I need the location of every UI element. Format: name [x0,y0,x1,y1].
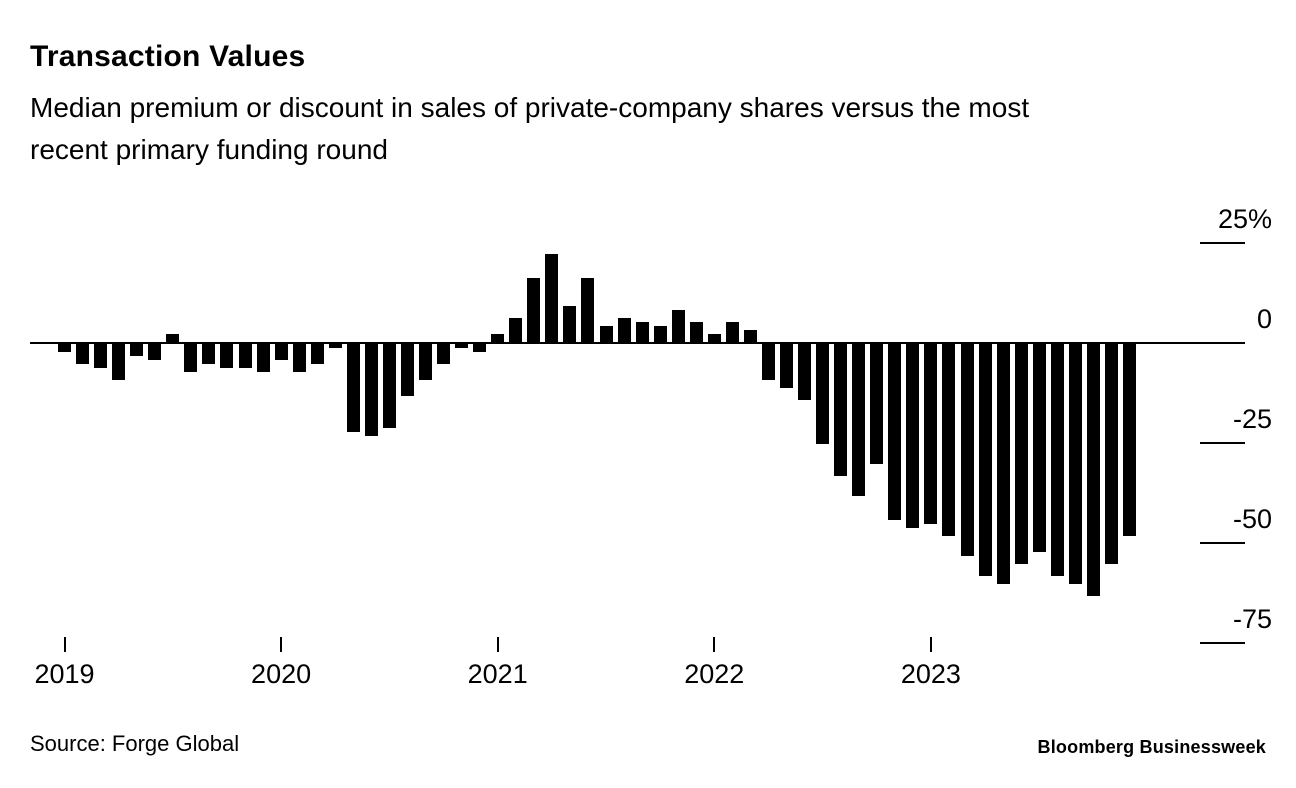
x-tick [280,637,283,652]
bar [292,344,306,372]
bar [563,306,577,342]
bar [473,344,487,352]
y-tick [1200,542,1245,544]
bar [816,344,830,444]
y-tick-label: -50 [1232,504,1272,534]
bar [942,344,956,536]
x-tick-label: 2023 [900,659,961,689]
bar [653,326,667,342]
x-tick-label: 2019 [34,659,95,689]
bar [599,326,613,342]
chart-subtitle: Median premium or discount in sales of p… [30,92,1030,165]
brand-credit: Bloomberg Businessweek [1037,737,1266,757]
chart-title: Transaction Values [30,40,306,73]
bar [1068,344,1082,584]
bar [707,334,721,342]
bar [798,344,812,400]
bar [689,322,703,342]
y-tick-label: 0 [1256,304,1272,334]
bar [238,344,252,368]
y-tick-label: 25% [1217,204,1272,234]
bar [545,254,559,342]
bar [617,318,631,342]
bar [834,344,848,476]
bar [112,344,126,380]
y-tick [1200,442,1245,444]
bar [1050,344,1064,576]
bar [725,322,739,342]
x-tick [63,637,66,652]
bar [130,344,144,356]
bar [76,344,90,364]
bar [978,344,992,576]
bar [220,344,234,368]
bar [1086,344,1100,596]
bar [1122,344,1136,536]
y-tick [1200,642,1245,644]
bar [852,344,866,496]
bar [743,330,757,342]
bar [274,344,288,360]
source-note: Source: Forge Global [30,731,240,756]
x-tick [496,637,499,652]
bar [924,344,938,524]
bar [906,344,920,528]
bar [780,344,793,388]
bar [491,334,505,342]
bar [888,344,902,520]
bar [1032,344,1046,552]
bar [184,344,198,372]
bar [94,344,108,368]
x-tick-label: 2022 [684,659,745,689]
bar [455,344,469,348]
bar [148,344,162,360]
x-tick [929,637,932,652]
bar [761,344,775,380]
bar [870,344,884,464]
x-tick [713,637,716,652]
bar [364,344,378,436]
bar [58,344,71,352]
y-tick-label: -75 [1232,604,1272,634]
bar [419,344,432,380]
bar [996,344,1010,584]
zero-baseline [30,342,1245,344]
bar [635,322,649,342]
bar [527,278,541,342]
bar [400,344,414,396]
y-tick-label: -25 [1232,404,1272,434]
bar [581,278,595,342]
bar [1104,344,1118,564]
bar [310,344,324,364]
bar [256,344,270,372]
x-tick-label: 2021 [467,659,528,689]
bar [437,344,451,364]
bar [202,344,216,364]
bar [1014,344,1028,564]
x-tick-label: 2020 [251,659,312,689]
bar [382,344,396,428]
y-tick [1200,242,1245,244]
bar [671,310,685,342]
bar [960,344,974,556]
bar [166,334,180,342]
bar [346,344,360,432]
bar [328,344,342,348]
bar [509,318,523,342]
